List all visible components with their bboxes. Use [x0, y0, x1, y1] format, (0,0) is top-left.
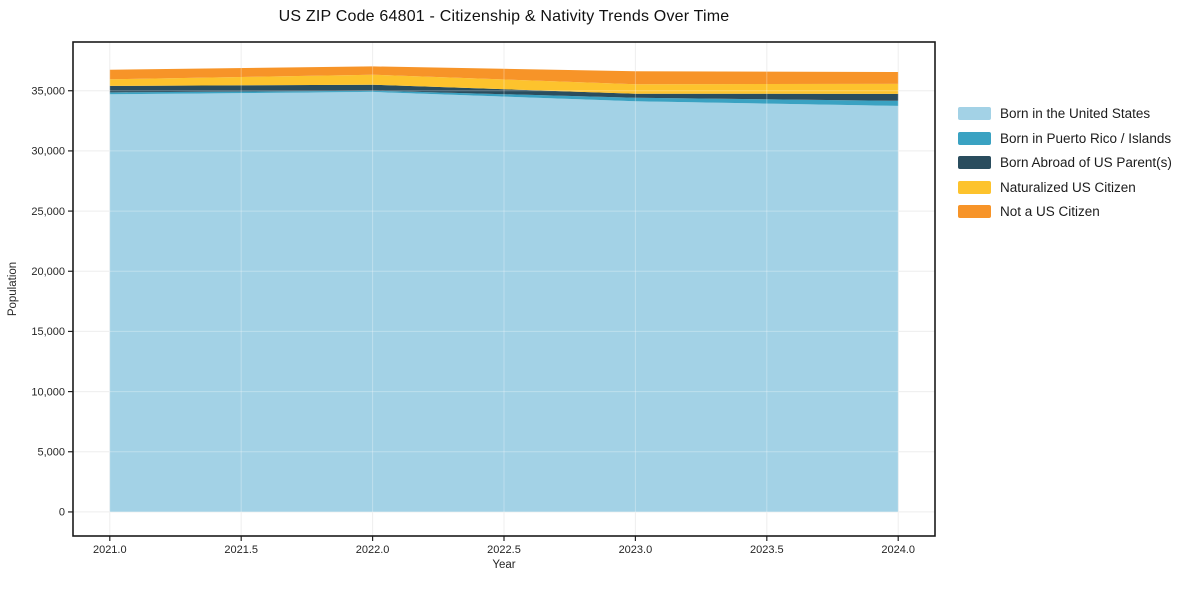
- y-axis-label: Population: [7, 261, 19, 317]
- legend-swatch-icon: [958, 205, 991, 218]
- legend-item-0: Born in the United States: [958, 106, 1172, 121]
- y-tick-label: 15,000: [31, 326, 65, 338]
- legend-item-4: Not a US Citizen: [958, 204, 1172, 219]
- legend-label: Not a US Citizen: [1000, 204, 1100, 219]
- area-series-2: [109, 84, 899, 101]
- legend-swatch-icon: [958, 107, 991, 120]
- legend-swatch-icon: [958, 131, 991, 145]
- area-series-4: [109, 66, 899, 85]
- y-tick-label: 10,000: [31, 386, 65, 398]
- x-tick-label: 2021.0: [93, 544, 127, 556]
- y-tick-label: 0: [59, 507, 65, 519]
- x-axis-label: Year: [492, 559, 516, 571]
- legend-swatch-icon: [958, 180, 991, 194]
- legend-label: Born in Puerto Rico / Islands: [1000, 130, 1172, 146]
- plot-frame: [72, 41, 936, 537]
- x-tick-label: 2024.0: [881, 544, 915, 556]
- area-series-3: [109, 74, 899, 94]
- x-tick-label: 2021.5: [224, 544, 258, 556]
- y-tick-label: 35,000: [31, 86, 65, 98]
- y-tick-label: 30,000: [31, 146, 65, 158]
- legend-label: Naturalized US Citizen: [1000, 179, 1136, 195]
- legend-item-1: Born in Puerto Rico / Islands: [958, 130, 1172, 146]
- area-series-0: [109, 91, 899, 512]
- legend-item-2: Born Abroad of US Parent(s): [958, 155, 1172, 170]
- chart-legend: Born in the United States Born in Puerto …: [958, 106, 1172, 219]
- chart-title: US ZIP Code 64801 - Citizenship & Nativi…: [278, 8, 730, 25]
- legend-label: Born in the United States: [1000, 106, 1151, 121]
- legend-label: Born Abroad of US Parent(s): [1000, 155, 1172, 170]
- y-tick-label: 5,000: [37, 447, 65, 459]
- area-series-1: [109, 90, 899, 106]
- x-tick-label: 2022.0: [356, 544, 390, 556]
- x-tick-label: 2023.5: [750, 544, 784, 556]
- legend-swatch-icon: [958, 156, 991, 169]
- x-tick-label: 2023.0: [619, 544, 653, 556]
- y-tick-label: 20,000: [31, 266, 65, 278]
- legend-item-3: Naturalized US Citizen: [958, 179, 1172, 195]
- x-tick-label: 2022.5: [487, 544, 521, 556]
- y-tick-label: 25,000: [31, 206, 65, 218]
